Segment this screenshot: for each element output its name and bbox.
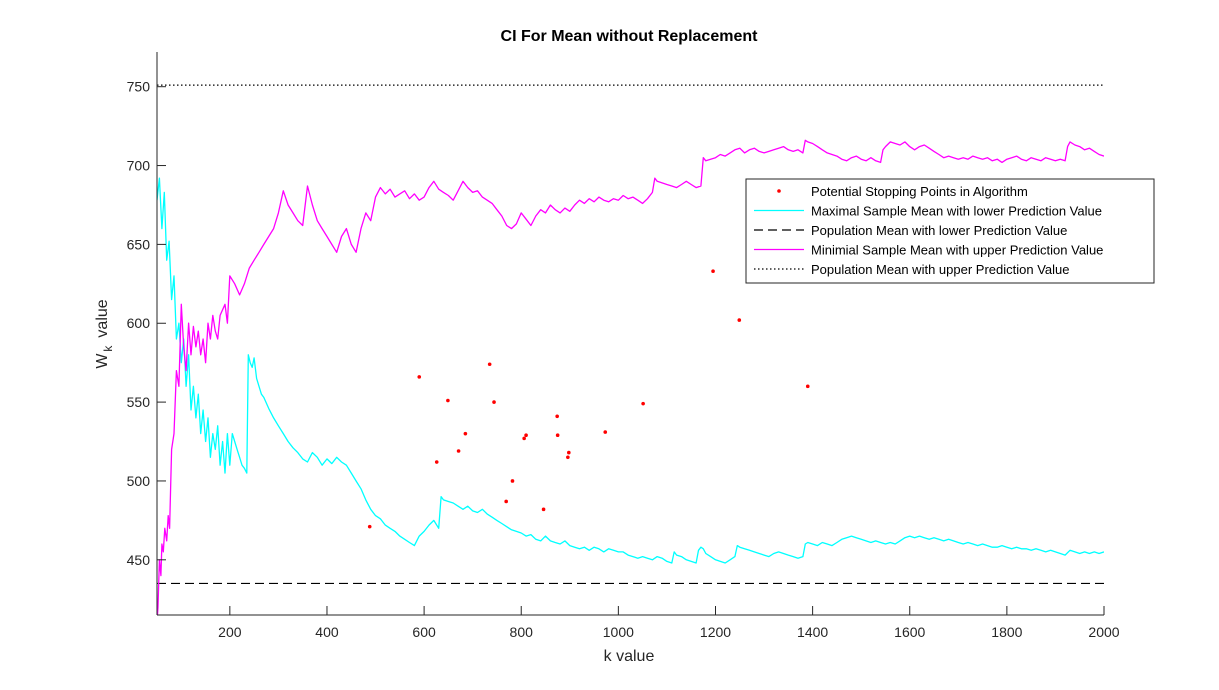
line-series-3 — [157, 139, 1104, 615]
y-tick-label: 650 — [127, 236, 151, 252]
stopping-point-0 — [367, 524, 372, 529]
y-tick-label: 750 — [127, 79, 151, 95]
legend: Potential Stopping Points in Algorithm Ma… — [745, 178, 1155, 284]
legend-marker — [777, 189, 781, 193]
y-tick-label: 600 — [127, 315, 151, 331]
stopping-point-13 — [555, 414, 559, 419]
stopping-point-14 — [555, 433, 560, 438]
stopping-point-6 — [487, 362, 492, 367]
x-tick-label: 800 — [510, 624, 534, 640]
chart-title: CI For Mean without Replacement — [501, 28, 759, 45]
y-tick-label: 550 — [127, 394, 151, 410]
x-axis-label: k value — [604, 648, 655, 665]
legend-label: Potential Stopping Points in Algorithm — [811, 184, 1028, 199]
y-axis-label-subscript: k — [101, 345, 115, 352]
legend-entry: Population Mean with lower Prediction Va… — [754, 223, 1067, 238]
x-tick-label: 1600 — [894, 624, 925, 640]
legend-label: Maximal Sample Mean with lower Predictio… — [811, 204, 1102, 219]
stopping-point-18 — [641, 401, 645, 406]
y-axis-label: Wk value — [94, 299, 115, 368]
legend-entry: Potential Stopping Points in Algorithm — [777, 184, 1028, 199]
stopping-point-10 — [522, 436, 526, 441]
legend-box — [745, 178, 1155, 284]
legend-entry: Maximal Sample Mean with lower Predictio… — [754, 204, 1102, 219]
legend-entry: Population Mean with upper Prediction Va… — [754, 262, 1069, 277]
x-tick-label: 1200 — [700, 624, 731, 640]
x-tick-label: 1400 — [797, 624, 828, 640]
stopping-point-21 — [805, 384, 810, 389]
stopping-point-12 — [541, 507, 546, 512]
stopping-point-15 — [566, 455, 570, 460]
y-axis-ticks: 450 500 550 600 650 700 750 — [127, 79, 166, 568]
stopping-point-8 — [504, 499, 508, 504]
series-lines — [157, 139, 1104, 615]
stopping-point-7 — [492, 400, 496, 404]
stopping-points — [367, 269, 810, 529]
y-tick-label: 500 — [127, 473, 151, 489]
stopping-point-20 — [737, 318, 742, 322]
legend-label: Population Mean with upper Prediction Va… — [811, 262, 1069, 277]
legend-items: Potential Stopping Points in Algorithm Ma… — [754, 184, 1103, 277]
stopping-point-16 — [567, 450, 571, 455]
stopping-point-3 — [446, 398, 450, 403]
x-axis-ticks: 200 400 600 800 1000 1200 1400 1600 1800 2000 — [218, 606, 1120, 640]
stopping-point-2 — [434, 460, 439, 464]
line-series-1 — [157, 177, 1104, 564]
y-axis-label-suffix: value — [94, 299, 111, 337]
y-axis-label-main: W — [94, 353, 111, 369]
y-tick-label: 450 — [127, 552, 151, 568]
x-tick-label: 1800 — [991, 624, 1022, 640]
stopping-point-19 — [711, 269, 715, 274]
stopping-point-17 — [603, 430, 608, 434]
legend-label: Population Mean with lower Prediction Va… — [811, 223, 1067, 238]
x-tick-label: 200 — [218, 624, 242, 640]
x-tick-label: 2000 — [1088, 624, 1119, 640]
stopping-point-9 — [510, 479, 515, 483]
plot-area — [157, 52, 1104, 615]
axes — [156, 52, 1104, 616]
stopping-point-1 — [417, 375, 422, 379]
stopping-point-5 — [463, 431, 468, 436]
y-tick-label: 700 — [127, 158, 151, 174]
legend-label: Minimial Sample Mean with upper Predicti… — [811, 243, 1103, 258]
x-tick-label: 1000 — [603, 624, 634, 640]
stopping-point-11 — [524, 433, 528, 438]
reference-lines — [157, 84, 1104, 585]
x-tick-label: 400 — [315, 624, 339, 640]
stopping-point-4 — [456, 449, 461, 453]
x-tick-label: 600 — [412, 624, 436, 640]
legend-entry: Minimial Sample Mean with upper Predicti… — [754, 243, 1103, 258]
